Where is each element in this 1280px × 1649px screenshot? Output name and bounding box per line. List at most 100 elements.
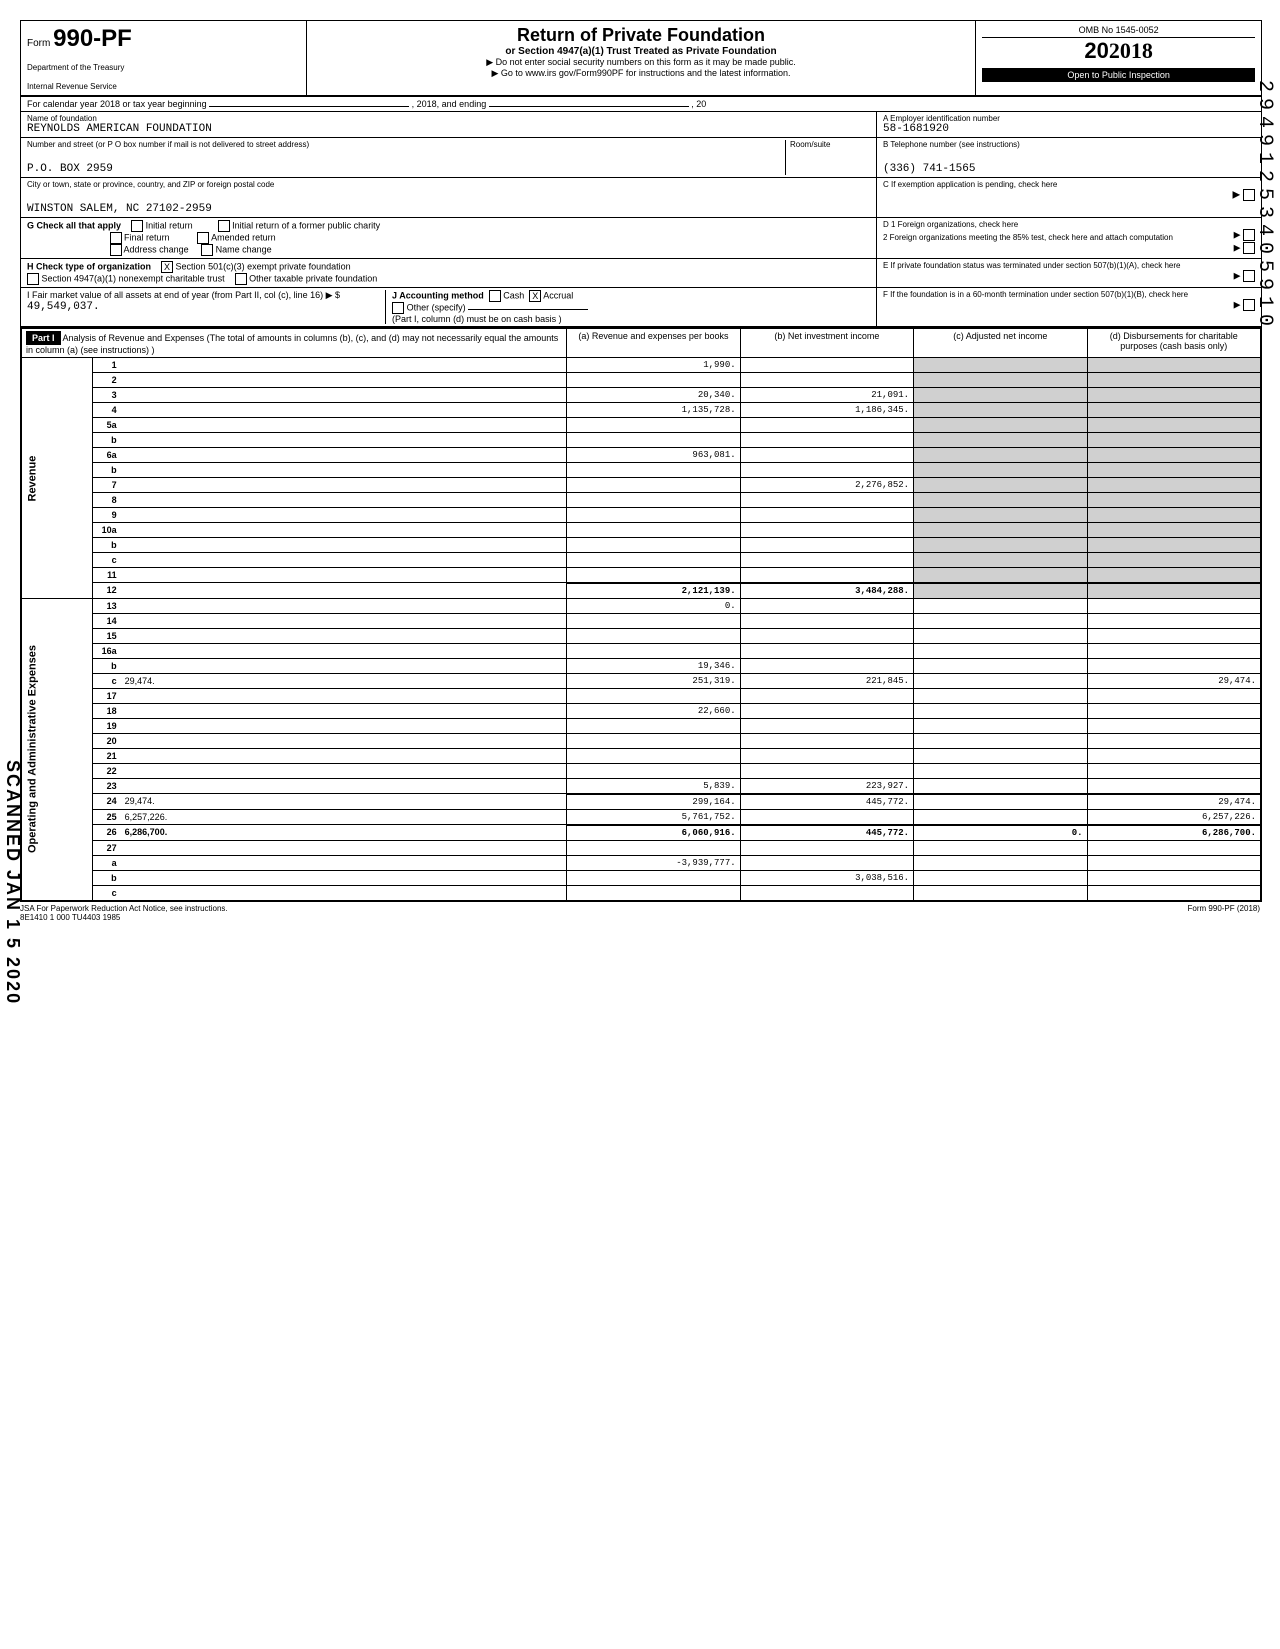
line-description bbox=[121, 433, 567, 448]
g-amended-checkbox[interactable] bbox=[197, 232, 209, 244]
i-value: 49,549,037. bbox=[27, 301, 100, 313]
section-i-j-f: I Fair market value of all assets at end… bbox=[21, 288, 1261, 328]
revenue-side-label: Revenue bbox=[22, 358, 93, 599]
amount-cell: 1,990. bbox=[567, 358, 740, 373]
part1-text: Analysis of Revenue and Expenses (The to… bbox=[26, 333, 558, 355]
table-row: 320,340.21,091. bbox=[22, 388, 1261, 403]
col-a-header: (a) Revenue and expenses per books bbox=[567, 329, 740, 358]
amount-cell bbox=[567, 748, 740, 763]
foundation-name-label: Name of foundation bbox=[27, 114, 870, 123]
amount-cell bbox=[914, 463, 1087, 478]
amount-cell bbox=[914, 628, 1087, 643]
calendar-year-row: For calendar year 2018 or tax year begin… bbox=[21, 97, 1261, 112]
g-address-checkbox[interactable] bbox=[110, 244, 122, 256]
section-h-e: H Check type of organization X Section 5… bbox=[21, 259, 1261, 288]
g-initial-former-checkbox[interactable] bbox=[218, 220, 230, 232]
line-description bbox=[121, 870, 567, 885]
amount-cell bbox=[1087, 763, 1260, 778]
h-opt1: Section 501(c)(3) exempt private foundat… bbox=[176, 261, 351, 271]
line-description bbox=[121, 778, 567, 794]
j-cash-checkbox[interactable] bbox=[489, 290, 501, 302]
amount-cell bbox=[914, 733, 1087, 748]
amount-cell bbox=[740, 508, 913, 523]
amount-cell: 2,121,139. bbox=[567, 583, 740, 599]
h-other-checkbox[interactable] bbox=[235, 273, 247, 285]
boxe-label: E If private foundation status was termi… bbox=[883, 261, 1255, 270]
amount-cell bbox=[567, 628, 740, 643]
line-number: 19 bbox=[92, 718, 121, 733]
amount-cell: 29,474. bbox=[1087, 673, 1260, 688]
amount-cell: 22,660. bbox=[567, 703, 740, 718]
j-accrual-checkbox[interactable]: X bbox=[529, 290, 541, 302]
amount-cell bbox=[1087, 388, 1260, 403]
line-description bbox=[121, 463, 567, 478]
amount-cell: 445,772. bbox=[740, 825, 913, 841]
amount-cell: 3,484,288. bbox=[740, 583, 913, 599]
line-description bbox=[121, 763, 567, 778]
g-name-checkbox[interactable] bbox=[201, 244, 213, 256]
line-description bbox=[121, 598, 567, 613]
line-number: b bbox=[92, 658, 121, 673]
amount-cell bbox=[914, 673, 1087, 688]
amount-cell bbox=[740, 463, 913, 478]
amount-cell bbox=[914, 583, 1087, 599]
amount-cell bbox=[567, 418, 740, 433]
amount-cell bbox=[567, 718, 740, 733]
col-b-header: (b) Net investment income bbox=[740, 329, 913, 358]
part1-label: Part I bbox=[26, 331, 61, 345]
form-subtitle1: or Section 4947(a)(1) Trust Treated as P… bbox=[313, 46, 969, 57]
amount-cell bbox=[1087, 418, 1260, 433]
amount-cell bbox=[740, 553, 913, 568]
j-other-checkbox[interactable] bbox=[392, 302, 404, 314]
amount-cell bbox=[567, 463, 740, 478]
amount-cell: 0. bbox=[914, 825, 1087, 841]
amount-cell bbox=[740, 885, 913, 900]
line-description bbox=[121, 748, 567, 763]
h-4947-checkbox[interactable] bbox=[27, 273, 39, 285]
amount-cell: 2,276,852. bbox=[740, 478, 913, 493]
line-number: 2 bbox=[92, 373, 121, 388]
line-number: b bbox=[92, 433, 121, 448]
form-subtitle2: ▶ Do not enter social security numbers o… bbox=[313, 57, 969, 68]
footer-left2: 8E1410 1 000 TU4403 1985 bbox=[20, 913, 120, 922]
line-number: 23 bbox=[92, 778, 121, 794]
col-c-header: (c) Adjusted net income bbox=[914, 329, 1087, 358]
table-row: 122,121,139.3,484,288. bbox=[22, 583, 1261, 599]
amount-cell bbox=[914, 613, 1087, 628]
amount-cell bbox=[1087, 493, 1260, 508]
table-row: 6a963,081. bbox=[22, 448, 1261, 463]
amount-cell bbox=[740, 733, 913, 748]
line-number: 26 bbox=[92, 825, 121, 841]
amount-cell bbox=[1087, 688, 1260, 703]
col-d-header: (d) Disbursements for charitable purpose… bbox=[1087, 329, 1260, 358]
amount-cell: 6,257,226. bbox=[1087, 809, 1260, 825]
amount-cell bbox=[567, 643, 740, 658]
amount-cell bbox=[914, 794, 1087, 810]
amount-cell bbox=[567, 508, 740, 523]
table-row: 10a bbox=[22, 523, 1261, 538]
g-initial-checkbox[interactable] bbox=[131, 220, 143, 232]
amount-cell bbox=[740, 373, 913, 388]
h-501c3-checkbox[interactable]: X bbox=[161, 261, 173, 273]
line-description bbox=[121, 703, 567, 718]
table-row: 5a bbox=[22, 418, 1261, 433]
amount-cell bbox=[914, 598, 1087, 613]
amount-cell bbox=[740, 598, 913, 613]
amount-cell: 963,081. bbox=[567, 448, 740, 463]
table-row: 11 bbox=[22, 568, 1261, 583]
table-row: b bbox=[22, 433, 1261, 448]
amount-cell bbox=[567, 478, 740, 493]
g-final-checkbox[interactable] bbox=[110, 232, 122, 244]
form-subtitle3: ▶ Go to www.irs gov/Form990PF for instru… bbox=[313, 68, 969, 79]
amount-cell bbox=[914, 478, 1087, 493]
line-number: b bbox=[92, 463, 121, 478]
amount-cell bbox=[914, 748, 1087, 763]
table-row: 256,257,226.5,761,752.6,257,226. bbox=[22, 809, 1261, 825]
amount-cell: -3,939,777. bbox=[567, 855, 740, 870]
amount-cell bbox=[567, 433, 740, 448]
addr-label: Number and street (or P O box number if … bbox=[27, 140, 785, 149]
line-description: 29,474. bbox=[121, 794, 567, 810]
amount-cell bbox=[914, 433, 1087, 448]
line-description bbox=[121, 568, 567, 583]
amount-cell bbox=[740, 763, 913, 778]
